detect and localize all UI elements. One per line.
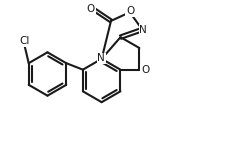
- Text: Cl: Cl: [19, 36, 29, 46]
- Text: O: O: [87, 4, 95, 14]
- Text: N: N: [140, 25, 147, 35]
- Text: N: N: [97, 53, 105, 63]
- Text: O: O: [141, 65, 150, 75]
- Text: O: O: [126, 6, 134, 16]
